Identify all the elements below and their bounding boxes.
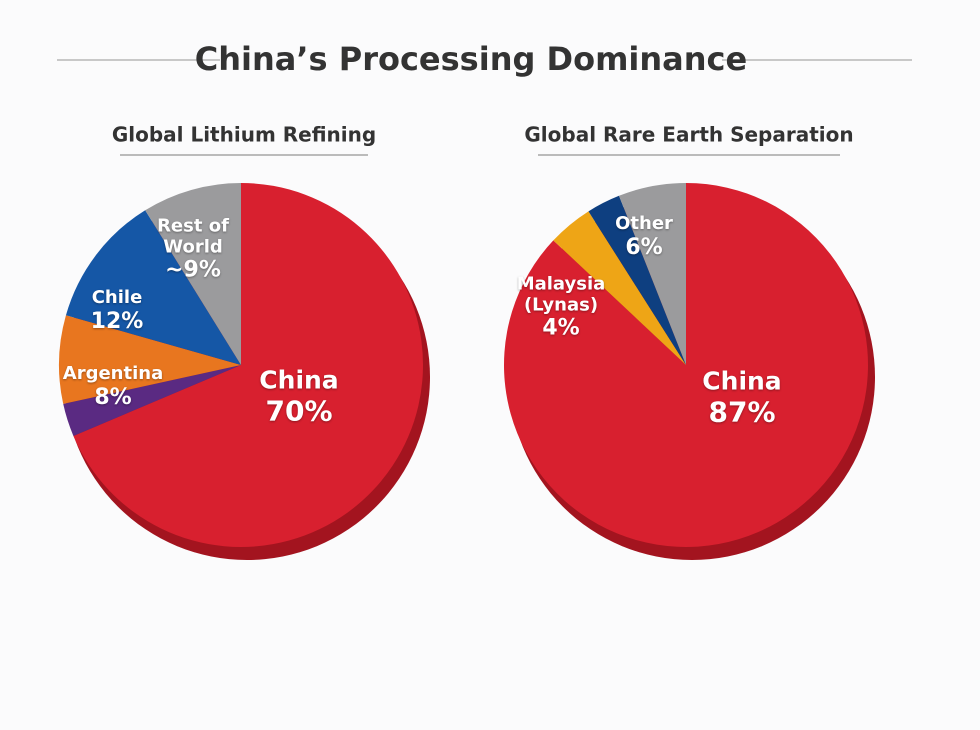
slice-category: Rest of World bbox=[157, 215, 229, 258]
slice-category: Other bbox=[615, 213, 673, 235]
pie-slice bbox=[65, 210, 242, 365]
chart-title: Global Rare Earth Separation bbox=[524, 123, 853, 147]
pie-slice bbox=[63, 365, 241, 436]
pie-slice bbox=[619, 183, 686, 365]
slice-label: China 87% bbox=[682, 366, 802, 429]
slice-value: ~9% bbox=[165, 258, 221, 284]
pie-slice bbox=[504, 183, 869, 548]
slice-category: China bbox=[702, 366, 782, 396]
slice-label: Other 6% bbox=[604, 213, 684, 260]
chart-title: Global Lithium Refining bbox=[112, 123, 376, 147]
slice-category: Argentina bbox=[62, 363, 164, 385]
slice-value: 87% bbox=[708, 395, 776, 429]
slice-value: 6% bbox=[625, 234, 663, 260]
slice-value: 4% bbox=[542, 316, 580, 342]
pie-slice bbox=[588, 195, 686, 365]
slice-value: 70% bbox=[265, 394, 333, 428]
slice-label: Chile 12% bbox=[77, 287, 157, 334]
pie-slice bbox=[553, 211, 686, 365]
slice-label: Argentina 8% bbox=[53, 363, 173, 410]
slice-value: 8% bbox=[94, 384, 132, 410]
page-title: China’s Processing Dominance bbox=[195, 40, 747, 78]
slice-category: Chile bbox=[91, 287, 143, 309]
slice-label: Rest of World ~9% bbox=[153, 215, 233, 284]
slice-label: Malaysia (Lynas) 4% bbox=[511, 273, 611, 342]
slice-label: China 70% bbox=[239, 365, 359, 428]
pie-slice bbox=[73, 183, 423, 547]
slice-category: Malaysia (Lynas) bbox=[516, 273, 606, 316]
pie-slice bbox=[59, 315, 241, 404]
pie-slice bbox=[145, 183, 241, 365]
slice-category: China bbox=[259, 365, 339, 395]
slice-value: 12% bbox=[90, 308, 144, 334]
